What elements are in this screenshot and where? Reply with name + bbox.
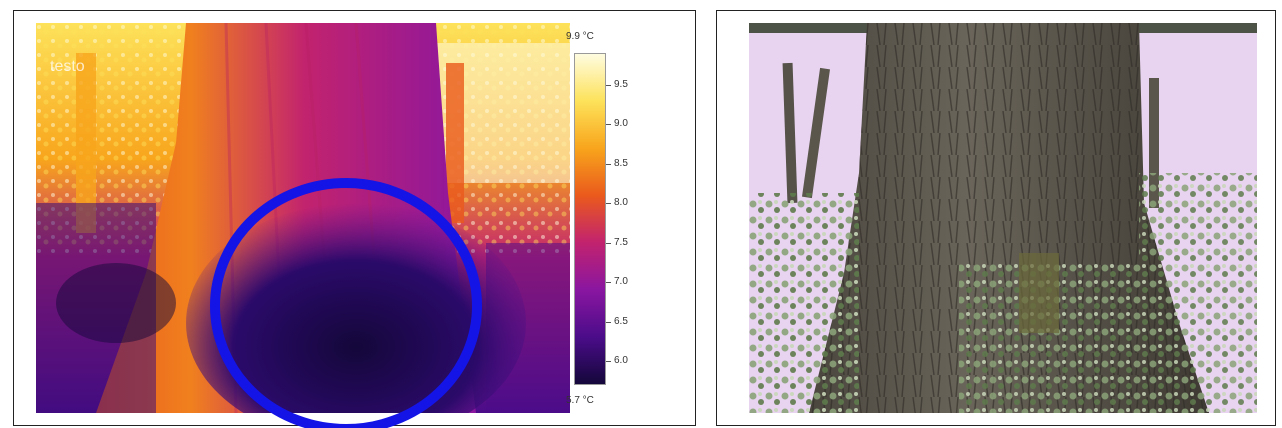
scale-tick-mark [606,243,611,244]
scale-tick-mark [606,164,611,165]
scale-tick-mark [606,361,611,362]
visual-photo-panel [716,10,1276,426]
visual-photo-graphic [749,23,1257,413]
scale-tick-label: 6.5 [614,316,628,327]
scale-tick-mark [606,282,611,283]
scale-tick-mark [606,85,611,86]
thermal-image-graphic: testo [36,23,570,413]
scale-tick-label: 8.0 [614,197,628,208]
scale-tick-mark [606,322,611,323]
scale-tick-mark [606,203,611,204]
scale-tick-label: 7.0 [614,276,628,287]
scale-min-label: 5.7 °C [566,395,594,406]
thermal-image-panel: testo 9.9 °C 9.5 9.0 8.5 8.0 7.5 7.0 6.5 6.0 5.… [13,10,696,428]
scale-tick-mark [606,124,611,125]
scale-tick-label: 9.5 [614,79,628,90]
scale-tick-label: 9.0 [614,118,628,129]
testo-logo: testo [50,58,85,75]
visual-photo [749,23,1257,413]
scale-tick-label: 7.5 [614,237,628,248]
cold-area-highlight-circle [210,178,482,428]
highlight-overlay [210,178,482,428]
thermal-image: testo [36,23,570,413]
temperature-color-scale [574,53,606,385]
scale-tick-label: 8.5 [614,158,628,169]
scale-max-label: 9.9 °C [566,31,594,42]
scale-tick-label: 6.0 [614,355,628,366]
